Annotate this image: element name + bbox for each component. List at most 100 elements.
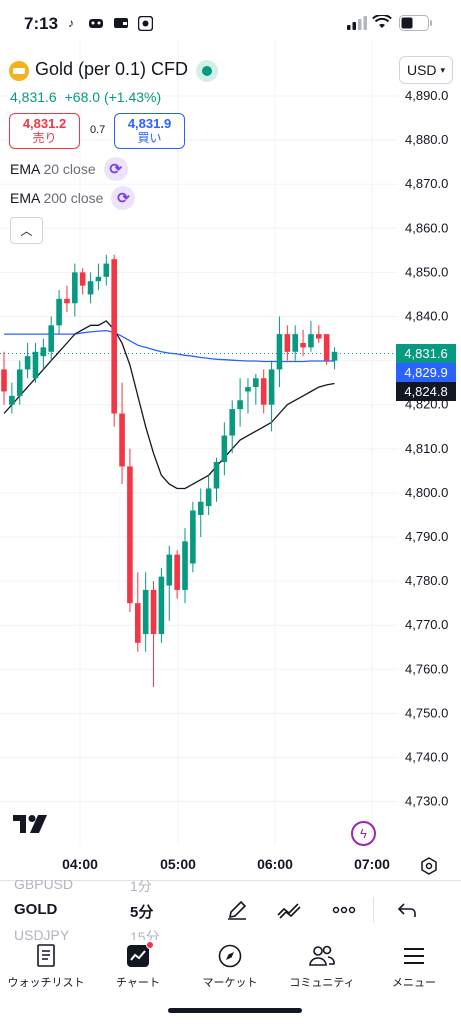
game-icon [87,15,105,31]
tab-label: ウォッチリスト [7,977,85,989]
candle [48,316,55,361]
candle [95,263,102,291]
indicator-ema20[interactable]: EMA 20 close ⟳ [10,157,128,181]
sell-button[interactable]: 4,831.2 売り [9,113,80,149]
picker-symbol-prev[interactable]: GBPUSD [14,880,74,892]
tab-markets[interactable]: マーケット [184,944,276,990]
candle-body [56,298,62,326]
candle [237,378,243,427]
candle [260,369,267,414]
candle-body [127,466,133,604]
price-chart[interactable]: 4,890.0 4,880.0 4,870.0 4,860.0 4,850.0 4,840… [0,0,461,880]
indicator-ema200[interactable]: EMA 200 close ⟳ [10,186,136,210]
line-tools-icon[interactable] [274,895,304,925]
sell-label: 売り [32,131,57,145]
candle-body [253,378,259,388]
candle [308,320,314,352]
candle [16,360,23,405]
candle [213,457,220,502]
candle-body [134,603,141,643]
chart-grid [0,40,398,845]
ema20-line [3,320,335,490]
picker-interval-next[interactable]: 15分 [130,929,160,940]
status-time: 7:13 [24,14,59,33]
chart-settings-icon[interactable] [418,855,440,877]
collapse-legend-button[interactable]: ︿ [10,217,43,244]
picker-interval-current[interactable]: 5分 [130,904,154,921]
candles [1,254,338,687]
picker-symbol-current[interactable]: GOLD [14,901,58,918]
tab-watchlist[interactable]: ウォッチリスト [0,944,92,990]
buy-button[interactable]: 4,831.9 買い [114,113,185,149]
refresh-icon[interactable]: ⟳ [103,157,128,181]
candle [1,351,7,405]
y-tick-label: 4,810.0 [405,441,448,456]
tab-community[interactable]: コミュニティ [276,944,368,990]
x-tick-label: 06:00 [257,856,293,872]
bottom-toolbar [0,880,461,940]
tab-menu[interactable]: メニュー [368,944,460,990]
candle [253,373,259,405]
picker-interval-prev[interactable]: 1分 [130,880,152,894]
candle-body [245,387,251,392]
candle [32,342,39,383]
candle [72,263,78,317]
bolt-icon[interactable]: ϟ [351,821,376,846]
candle [103,254,110,286]
candle-body [119,413,125,467]
y-tick-label: 4,790.0 [405,529,448,544]
last-price-tag: 4,831.6 [396,344,456,363]
more-icon[interactable] [329,895,359,925]
tradingview-logo[interactable] [13,815,47,838]
currency-button[interactable]: USD ▾ [399,56,453,84]
draw-icon[interactable] [222,895,252,925]
candle [245,378,251,414]
candle [316,325,322,343]
y-tick-label: 4,860.0 [405,220,448,235]
app-icon [137,15,153,31]
y-tick-label: 4,850.0 [405,264,448,279]
candle-body [16,369,23,396]
candle [9,382,15,414]
candle-body [292,334,298,352]
candle [174,550,180,599]
x-tick-label: 05:00 [160,856,196,872]
candle [24,342,31,379]
picker-symbol-next[interactable]: USDJPY [14,927,70,940]
time-axis[interactable]: 04:00 05:00 06:00 07:00 [62,856,390,872]
symbol-title[interactable]: Gold (per 0.1) CFD [35,59,189,79]
y-tick-label: 4,760.0 [405,661,448,676]
tab-chart[interactable]: チャート [92,941,184,990]
candle-body [40,347,47,357]
toolbar-divider [373,897,374,923]
candle [56,290,62,335]
candle-body [48,325,55,352]
menu-icon [403,944,425,968]
candle-body [260,378,267,405]
candle-body [9,395,15,405]
candle-body [276,334,283,370]
ema20-price-tag: 4,824.8 [396,382,456,401]
undo-icon[interactable] [392,895,422,925]
price-axis[interactable]: 4,890.0 4,880.0 4,870.0 4,860.0 4,850.0 4,840… [405,88,448,809]
candle-body [95,276,102,282]
x-tick-label: 07:00 [354,856,390,872]
tab-label: コミュニティ [289,977,355,989]
price-change-line: 4,831.6 +68.0 (+1.43%) [10,89,161,105]
buy-price: 4,831.9 [127,116,172,131]
candle [111,254,117,427]
price-change: +68.0 [64,89,101,105]
candle [197,488,204,537]
candle-body [268,369,275,405]
candle-body [158,576,165,635]
home-indicator [168,1008,302,1013]
candle [190,501,196,573]
candle-body [221,435,228,463]
tab-label: マーケット [202,977,258,989]
refresh-icon[interactable]: ⟳ [111,186,136,210]
market-open-icon[interactable] [196,60,218,82]
signal-icon [347,16,367,35]
sell-price: 4,831.2 [22,116,67,131]
symbol-interval-picker[interactable]: GBPUSD GOLD USDJPY 1分 5分 15分 [0,880,200,940]
candle-body [237,400,243,410]
